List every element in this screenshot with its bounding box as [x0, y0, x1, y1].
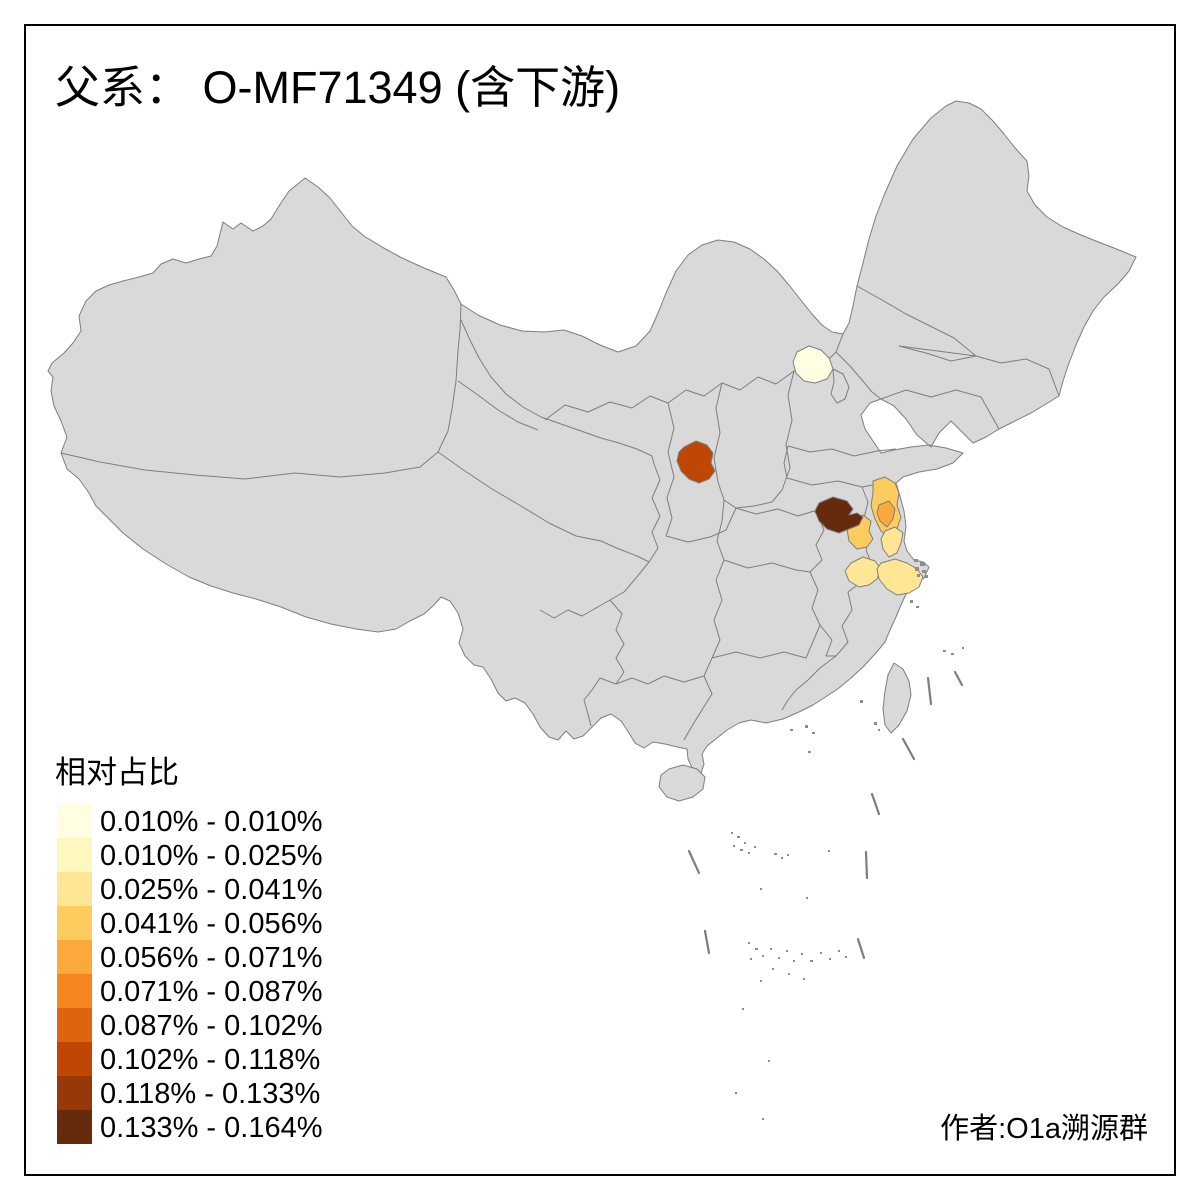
region-jiangsu-south-east	[876, 558, 924, 596]
border-shaanxi-west	[665, 402, 675, 537]
legend-label-5: 0.071% - 0.087%	[100, 976, 322, 1008]
border-anhui-hubei	[809, 571, 821, 626]
legend-swatch-7	[57, 1042, 92, 1076]
border-inner-mongolia-heilongjiang	[856, 285, 977, 357]
legend-label-7: 0.102% - 0.118%	[100, 1044, 320, 1076]
legend-swatch-2	[57, 872, 92, 906]
hainan-island	[658, 764, 706, 802]
china-map	[47, 100, 1137, 1120]
border-henan-east	[809, 515, 825, 573]
border-shaanxi-south	[665, 507, 737, 543]
border-zhejiang-jiangxi	[835, 579, 865, 657]
border-jiangxi-fujian	[819, 624, 836, 657]
border-shandong-north	[787, 445, 897, 457]
border-gansu-sichuan	[648, 455, 661, 563]
region-shaanxi-central	[676, 440, 716, 484]
border-liaoning-west	[835, 351, 882, 400]
region-jiangsu-east	[880, 526, 904, 558]
attribution-text: 作者:O1a溯源群	[940, 1112, 1148, 1145]
border-heilongjiang-jilin	[898, 345, 1060, 397]
region-jiangsu-central	[876, 500, 896, 528]
border-tibet-qinghai	[437, 451, 650, 563]
border-gansu-north	[460, 319, 653, 457]
legend-title: 相对占比	[55, 755, 179, 790]
legend-swatch-6	[57, 1008, 92, 1042]
border-sichuan-yunnan	[539, 561, 650, 619]
legend-label-8: 0.118% - 0.133%	[100, 1078, 320, 1110]
border-hunan-guangdong	[683, 657, 713, 741]
border-jilin-liaoning	[880, 389, 1000, 430]
border-fujian-guangdong	[781, 655, 837, 711]
legend-swatch-5	[57, 974, 92, 1008]
figure-frame	[24, 24, 1176, 1176]
legend-label-1: 0.010% - 0.025%	[100, 840, 322, 872]
border-henan-south	[723, 559, 811, 573]
province-borders	[60, 285, 1060, 741]
legend: 相对占比 0.010% - 0.010% 0.010% - 0.025% 0.0…	[55, 755, 322, 1144]
legend-swatch-9	[57, 1110, 92, 1144]
dashed-sea-boundary	[687, 670, 964, 960]
highlighted-regions	[676, 345, 924, 596]
border-hebei-shanxi	[771, 370, 795, 503]
border-henan-north	[735, 507, 819, 517]
small-islands	[731, 559, 964, 1120]
region-henan-anhui-border	[814, 496, 864, 534]
legend-label-4: 0.056% - 0.071%	[100, 942, 322, 974]
legend-swatch-0	[57, 804, 92, 838]
border-hunan-jiangxi	[711, 624, 821, 659]
region-jiangsu-south-west	[844, 556, 882, 588]
border-qinghai-gansu	[457, 380, 539, 431]
china-outline	[47, 100, 1137, 774]
legend-label-6: 0.087% - 0.102%	[100, 1010, 322, 1042]
legend-swatch-1	[57, 838, 92, 872]
region-beijing	[792, 345, 834, 384]
legend-label-2: 0.025% - 0.041%	[100, 874, 322, 906]
legend-swatch-3	[57, 906, 92, 940]
border-yunnan-guizhou	[609, 599, 625, 685]
legend-label-9: 0.133% - 0.164%	[100, 1112, 322, 1144]
legend-label-3: 0.041% - 0.056%	[100, 908, 322, 940]
border-hubei-hunan	[711, 559, 725, 659]
legend-swatch-8	[57, 1076, 92, 1110]
border-tianjin	[830, 368, 850, 404]
legend-label-0: 0.010% - 0.010%	[100, 806, 322, 838]
border-shanxi-shaanxi	[713, 382, 773, 509]
border-henan-west	[716, 499, 725, 561]
legend-swatch-4	[57, 940, 92, 974]
page-title: 父系： O-MF71349 (含下游)	[55, 62, 620, 113]
border-xinjiang-south	[60, 303, 462, 480]
taiwan-island	[882, 662, 912, 734]
